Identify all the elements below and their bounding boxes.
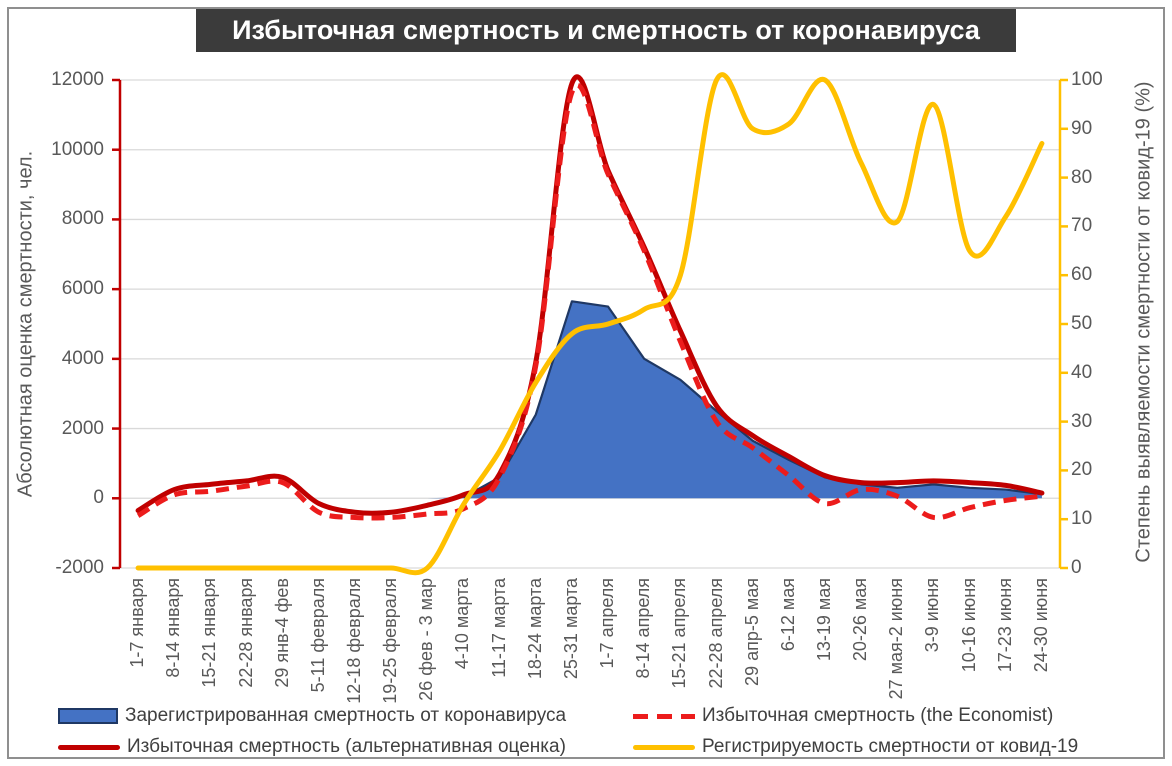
series-area-border-0: [462, 300, 1043, 499]
left-axis-tick-label: 6000: [61, 278, 104, 300]
x-axis-tick-label: 8-14 января: [163, 578, 184, 678]
x-axis-tick-label: 27 мая-2 июня: [886, 578, 907, 700]
right-axis-tick-label: 90: [1071, 117, 1093, 139]
x-axis-tick-label: 6-12 мая: [777, 578, 798, 652]
right-axis-tick-label: 60: [1071, 264, 1093, 286]
x-axis-tick-label: 12-18 февраля: [344, 578, 364, 704]
right-axis-tick-label: 80: [1071, 166, 1093, 188]
legend-marker-line: [58, 744, 120, 750]
left-axis-tick-label: 12000: [51, 69, 104, 90]
right-axis-tick-label: 40: [1071, 361, 1093, 383]
right-axis-tick-label: 70: [1071, 215, 1093, 237]
right-axis-tick-label: 10: [1071, 508, 1093, 530]
left-axis-tick-label: 8000: [61, 208, 104, 230]
x-axis-tick-label: 10-16 июня: [958, 578, 979, 673]
x-axis-tick-label: 15-21 апреля: [669, 578, 690, 689]
series-line-2: [136, 82, 1043, 521]
legend-item: Избыточная смертность (альтернативная оц…: [58, 734, 633, 760]
legend-label: Избыточная смертность (альтернативная оц…: [127, 736, 566, 757]
x-axis-tick-label: 8-14 апреля: [633, 578, 654, 679]
x-axis-tick-label: 15-21 января: [199, 578, 220, 688]
legend-label: Избыточная смертность (the Economist): [702, 705, 1054, 726]
left-axis-tick-label: 10000: [51, 138, 104, 160]
legend-label: Зарегистрированная смертность от коронав…: [125, 705, 567, 726]
right-axis-tick-label: 20: [1071, 459, 1093, 481]
x-axis-tick-label: 19-25 февраля: [380, 578, 401, 704]
chart-title: Избыточная смертность и смертность от ко…: [232, 14, 980, 45]
series-area-0: [138, 301, 1042, 499]
left-axis-tick-label: 4000: [61, 347, 104, 369]
x-axis-tick-label: 17-23 июня: [994, 578, 1015, 673]
x-axis-tick-label: 29 янв-4 фев: [271, 578, 292, 688]
right-axis-tick-label: 50: [1071, 313, 1093, 334]
left-axis-tick-label: -2000: [55, 557, 104, 578]
x-axis-tick-label: 1-7 января: [127, 578, 148, 668]
x-axis-tick-label: 20-26 мая: [850, 578, 871, 662]
legend-item: Регистрируемость смертности от ковид-19: [633, 734, 1078, 760]
right-axis-tick-label: 30: [1071, 410, 1093, 432]
right-axis-title: Степень выявляемости смертности от ковид…: [1132, 81, 1155, 563]
right-axis-tick-label: 0: [1071, 557, 1082, 578]
left-axis-title: Абсолютная оценка смертности, чел.: [14, 150, 37, 498]
x-axis-tick-label: 5-11 февраля: [307, 578, 328, 693]
x-axis-tick-label: 24-30 июня: [1030, 578, 1051, 673]
legend-marker-line: [633, 744, 695, 750]
x-axis-tick-label: 22-28 января: [235, 578, 256, 688]
x-axis-tick-label: 3-9 июня: [922, 578, 943, 653]
series-line-1: [135, 74, 1045, 516]
x-axis-tick-label: 1-7 апреля: [597, 578, 618, 669]
series-line-3: [135, 72, 1045, 576]
legend-item: Зарегистрированная смертность от коронав…: [58, 703, 633, 729]
x-axis-tick-label: 18-24 марта: [524, 578, 545, 680]
x-axis-tick-label: 22-28 апреля: [705, 578, 726, 689]
legend: Зарегистрированная смертность от коронав…: [58, 703, 1078, 760]
legend-marker-dash: [633, 713, 695, 719]
left-axis-tick-label: 0: [93, 487, 104, 509]
x-axis-tick-label: 13-19 мая: [814, 578, 834, 662]
x-axis-tick-label: 29 апр-5 мая: [741, 578, 762, 686]
x-axis-tick-label: 11-17 марта: [488, 578, 509, 678]
legend-label: Регистрируемость смертности от ковид-19: [702, 736, 1079, 757]
legend-item: Избыточная смертность (the Economist): [633, 703, 1078, 729]
left-axis-tick-label: 2000: [61, 417, 104, 439]
x-axis-tick-label: 25-31 марта: [560, 578, 581, 680]
x-axis-tick-label: 4-10 марта: [452, 578, 473, 670]
x-axis-tick-label: 26 фев - 3 мар: [416, 578, 437, 701]
chart-title-bar: Избыточная смертность и смертность от ко…: [196, 8, 1016, 52]
right-axis-tick-label: 100: [1071, 69, 1103, 90]
legend-marker-box: [58, 708, 118, 724]
